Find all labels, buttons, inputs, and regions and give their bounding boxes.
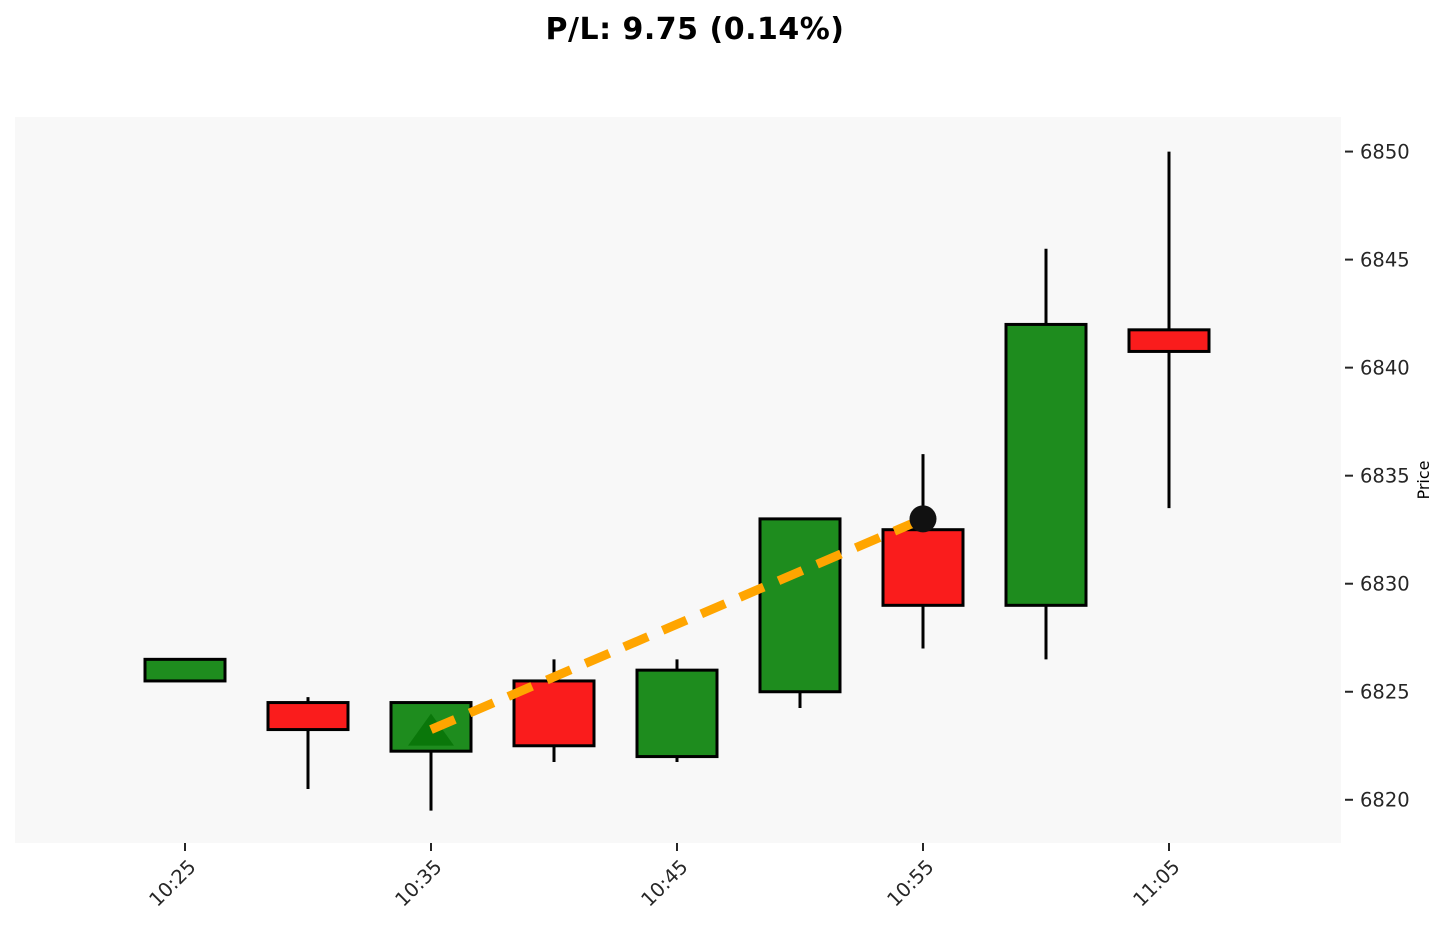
x-tick-label: 10:35 <box>391 855 447 911</box>
candle-body <box>266 701 350 732</box>
y-tick-label: 6825 <box>1360 681 1410 704</box>
x-tick-label: 10:45 <box>637 855 693 911</box>
chart-title: P/L: 9.75 (0.14%) <box>545 12 845 47</box>
x-axis: 10:25 10:35 10:45 10:55 11:05 <box>145 843 1185 911</box>
candle-body <box>635 668 719 759</box>
candle-10:50 <box>758 517 842 708</box>
y-axis: 6820 6825 6830 6835 6840 6845 6850 <box>1345 140 1410 812</box>
candle-body <box>1127 328 1211 353</box>
sell-exit-marker-icon <box>909 505 937 533</box>
y-tick-label: 6845 <box>1360 248 1410 271</box>
candle-body <box>881 528 965 607</box>
y-tick-label: 6820 <box>1360 789 1410 812</box>
y-tick-label: 6850 <box>1360 140 1410 163</box>
x-tick-label: 10:25 <box>145 855 201 911</box>
y-tick-label: 6840 <box>1360 356 1410 379</box>
x-tick-label: 11:05 <box>1129 855 1185 911</box>
candle-body <box>758 517 842 694</box>
candle-10:55 <box>881 454 965 649</box>
candle-11:00 <box>1004 248 1088 660</box>
y-tick-label: 6830 <box>1360 573 1410 596</box>
candle-body <box>1004 322 1088 607</box>
y-tick-label: 6835 <box>1360 465 1410 488</box>
trade-line <box>429 514 925 734</box>
y-axis-label: Price <box>1414 460 1433 499</box>
candle-10:30 <box>266 697 350 789</box>
candle-10:25 <box>143 657 227 683</box>
x-tick-label: 10:55 <box>883 855 939 911</box>
candle-10:45 <box>635 659 719 762</box>
candle-11:05 <box>1127 151 1211 509</box>
candle-body <box>143 657 227 683</box>
